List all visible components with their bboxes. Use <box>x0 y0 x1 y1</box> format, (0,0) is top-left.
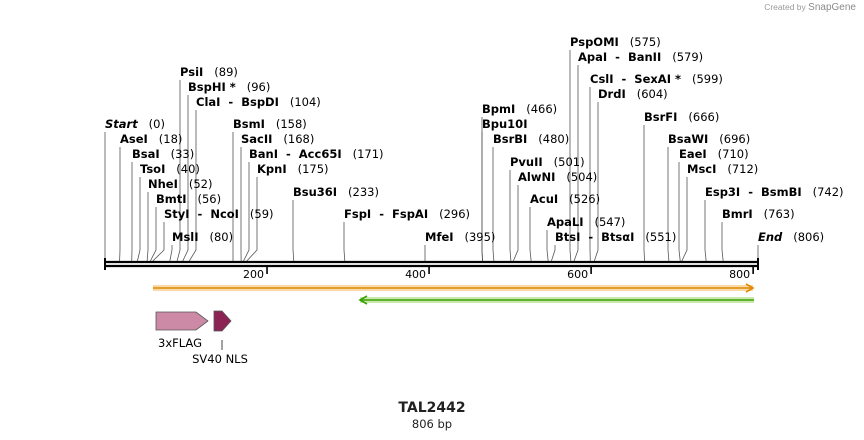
restriction-site-label[interactable]: BmtI (56) <box>156 192 221 206</box>
site-connector <box>492 147 495 262</box>
restriction-site-label[interactable]: PvuII (501) <box>510 155 585 169</box>
site-connector <box>512 185 519 262</box>
site-connector <box>681 177 688 262</box>
site-connector <box>704 200 707 262</box>
restriction-site-label[interactable]: BsaWI (696) <box>668 132 750 146</box>
restriction-site-label[interactable]: BtsI - BtsαI (551) <box>555 230 676 244</box>
site-connector <box>188 110 197 262</box>
site-connector <box>529 207 532 262</box>
site-connector <box>146 192 149 262</box>
restriction-site-label[interactable]: BanI - Acc65I (171) <box>249 147 384 161</box>
feature-3xflag-label: 3xFLAG <box>158 336 202 350</box>
site-connector <box>667 147 670 262</box>
site-connector <box>176 80 181 262</box>
site-lines <box>104 50 759 262</box>
site-connector <box>573 65 579 262</box>
feature-sv40-nls-label: SV40 NLS <box>192 352 248 366</box>
restriction-site-label[interactable]: NheI (52) <box>148 177 212 191</box>
restriction-site-label[interactable]: FspI - FspAI (296) <box>344 207 470 221</box>
credit-prefix: Created by <box>764 2 806 12</box>
site-connector <box>152 222 165 262</box>
site-connector <box>643 125 645 262</box>
plasmid-size: 806 bp <box>411 417 453 431</box>
site-connector <box>481 132 483 262</box>
restriction-site-label[interactable]: KpnI (175) <box>257 162 329 176</box>
restriction-site-label[interactable]: AlwNI (504) <box>518 170 597 184</box>
restriction-site-label[interactable]: Bpu10I <box>482 117 527 131</box>
restriction-site-label[interactable]: BsmI (158) <box>233 117 307 131</box>
restriction-site-label[interactable]: BspHI * (96) <box>188 80 270 94</box>
restriction-site-label[interactable]: TsoI (40) <box>140 162 200 176</box>
restriction-site-label[interactable]: ApaI - BanII (579) <box>578 50 703 64</box>
restriction-site-label[interactable]: PsiI (89) <box>180 65 238 79</box>
site-connector <box>182 95 189 262</box>
site-labels: Start (0)AseI (18)BsaI (33)TsoI (40)NheI… <box>105 35 844 244</box>
restriction-site-label[interactable]: PspOMI (575) <box>570 35 661 49</box>
restriction-site-label[interactable]: ApaLI (547) <box>547 215 625 229</box>
site-connector <box>246 177 258 262</box>
site-connector <box>137 177 141 262</box>
site-connector <box>343 222 346 262</box>
restriction-site-label[interactable]: AcuI (526) <box>530 192 600 206</box>
snapgene-credit: Created by SnapGene <box>764 2 856 13</box>
site-connector <box>546 230 549 262</box>
site-connector <box>569 50 572 262</box>
restriction-site-label[interactable]: Start (0) <box>105 117 165 131</box>
site-connector <box>678 162 681 262</box>
restriction-site-label[interactable]: BmrI (763) <box>722 207 795 221</box>
plasmid-name: TAL2442 <box>398 400 466 416</box>
feature-3xflag-arrow <box>155 311 209 331</box>
restriction-site-label[interactable]: StyI - NcoI (59) <box>164 207 274 221</box>
site-connector <box>509 170 512 262</box>
restriction-site-label[interactable]: MfeI (395) <box>425 230 495 244</box>
restriction-site-label[interactable]: Esp3I - BsmBI (742) <box>705 185 844 199</box>
site-connector <box>150 207 157 262</box>
axis-tick-label: 400 <box>405 268 426 281</box>
restriction-site-label[interactable]: BsrFI (666) <box>644 110 719 124</box>
site-connector <box>721 222 724 262</box>
restriction-site-label[interactable]: ClaI - BspDI (104) <box>196 95 321 109</box>
site-connector <box>292 200 295 262</box>
feature-sv40-nls-arrow <box>213 310 232 332</box>
restriction-site-label[interactable]: BpmI (466) <box>482 102 557 116</box>
orf-reverse-arrowhead <box>358 295 368 305</box>
restriction-site-label[interactable]: CslI - SexAI * (599) <box>590 72 723 86</box>
restriction-site-label[interactable]: SacII (168) <box>241 132 314 146</box>
restriction-site-label[interactable]: BsaI (33) <box>132 147 194 161</box>
axis-tick-label: 600 <box>567 268 588 281</box>
axis-ticks: 200 400 600 800 <box>243 266 754 281</box>
restriction-site-label[interactable]: AseI (18) <box>120 132 182 146</box>
restriction-site-label[interactable]: MscI (712) <box>687 162 758 176</box>
site-connector <box>169 245 173 262</box>
snapgene-logo: SnapGene <box>808 2 856 13</box>
site-connector <box>551 245 556 262</box>
site-connector <box>593 102 599 262</box>
restriction-site-label[interactable]: MslI (80) <box>172 230 233 244</box>
axis-tick-label: 200 <box>243 268 264 281</box>
restriction-site-label[interactable]: Bsu36I (233) <box>293 185 379 199</box>
restriction-site-label[interactable]: DrdI (604) <box>598 87 668 101</box>
sequence-map: Start (0)AseI (18)BsaI (33)TsoI (40)NheI… <box>104 35 844 366</box>
site-connector <box>243 162 250 262</box>
restriction-site-label[interactable]: BsrBI (480) <box>493 132 569 146</box>
restriction-site-label[interactable]: EaeI (710) <box>679 147 749 161</box>
restriction-site-label[interactable]: End (806) <box>758 230 824 244</box>
orf-forward-arrowhead <box>745 283 755 293</box>
axis-tick-label: 800 <box>729 268 750 281</box>
